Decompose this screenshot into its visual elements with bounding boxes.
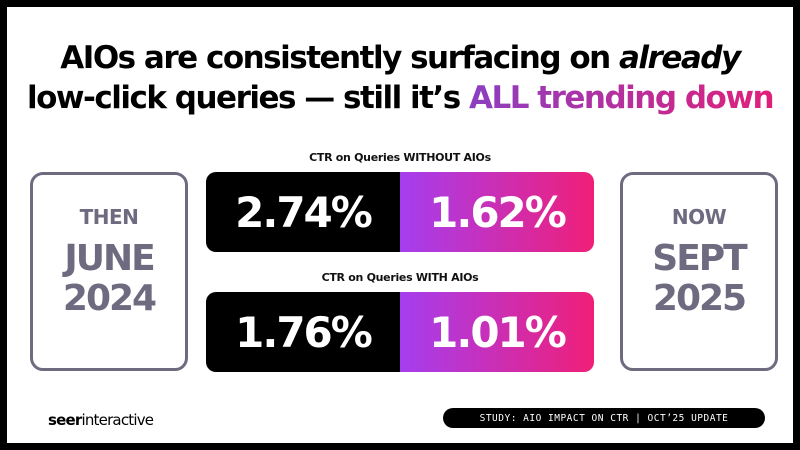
headline-text: low-click queries — still it’s (26, 80, 469, 116)
logo-bold: seer (48, 411, 82, 429)
now-month: SEPT (652, 238, 747, 279)
headline-accent: ALL trending down (468, 80, 775, 116)
headline-line-2: low-click queries — still it’s ALL trend… (0, 78, 800, 118)
now-year: 2025 (652, 278, 747, 319)
now-box: NOW SEPT 2025 (620, 172, 778, 371)
logo-rest: interactive (81, 411, 154, 429)
now-label: NOW (671, 205, 727, 229)
seer-interactive-logo: seerinteractive (48, 411, 154, 429)
caption-without-aios: CTR on Queries WITHOUT AIOs (309, 151, 491, 164)
bar-without-aios: 2.74% 1.62% (206, 172, 594, 252)
headline-text: AIOs are consistently surfacing on (60, 40, 620, 76)
bar-with-aios: 1.76% 1.01% (206, 292, 594, 372)
study-badge: STUDY: AIO IMPACT ON CTR | OCT’25 UPDATE (443, 408, 765, 428)
then-label: THEN (79, 205, 139, 229)
caption-with-aios: CTR on Queries WITH AIOs (321, 271, 479, 284)
headline-emphasis: already (619, 40, 741, 76)
then-month: JUNE (64, 238, 155, 279)
value-then: 1.76% (206, 292, 400, 372)
value-now: 1.01% (400, 292, 594, 372)
headline-line-1: AIOs are consistently surfacing on alrea… (0, 38, 800, 78)
value-now: 1.62% (400, 172, 594, 252)
then-year: 2024 (62, 278, 157, 319)
value-then: 2.74% (206, 172, 400, 252)
then-box: THEN JUNE 2024 (30, 172, 188, 371)
